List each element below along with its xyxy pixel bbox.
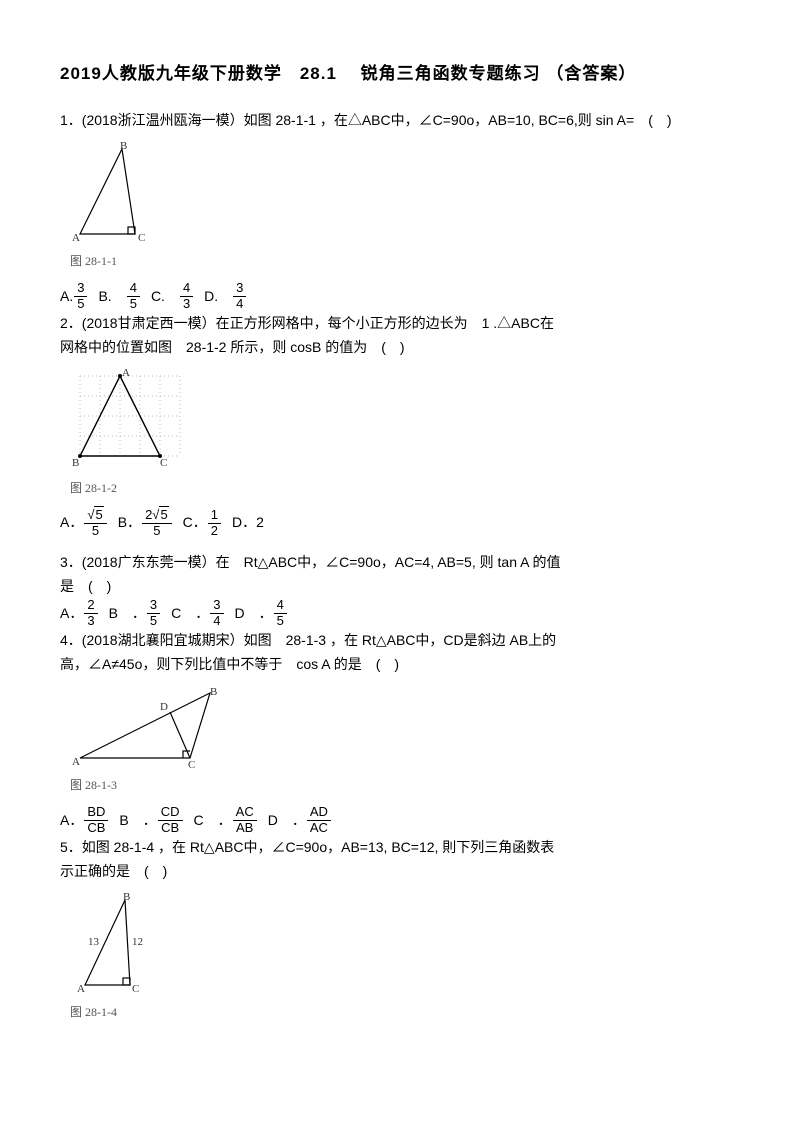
figure-28-1-3: A C B D [70,683,230,773]
svg-text:A: A [72,756,80,768]
q3-text-1: 3．(2018广东东莞一模）在 Rt△ABC中，∠C=90o，AC=4, AB=… [60,554,561,570]
question-5: 5．如图 28-1-4 ，在 Rt△ABC中，∠C=90o，AB=13, BC=… [60,836,740,884]
q2-choices: A．√55 B．2√55 C．12 D．2 [60,508,740,539]
figure-28-1-4: A C B 13 12 [70,890,170,1000]
svg-text:C: C [188,759,195,771]
q4-text-2: 高，∠A≠45o，则下列比值中不等于 cos A 的是 ( ) [60,656,399,672]
q3-text-2: 是 ( ) [60,578,111,594]
fig-caption-1: 图 28-1-1 [70,251,740,271]
svg-text:13: 13 [88,936,100,948]
question-3: 3．(2018广东东莞一模）在 Rt△ABC中，∠C=90o，AC=4, AB=… [60,551,740,599]
q5-text-1: 5．如图 28-1-4 ，在 Rt△ABC中，∠C=90o，AB=13, BC=… [60,839,554,855]
fig-caption-3: 图 28-1-3 [70,775,740,795]
fig-caption-4: 图 28-1-4 [70,1002,740,1022]
svg-text:B: B [123,891,130,903]
q4-choices: A．BDCB B ．CDCB C ．ACAB D ．ADAC [60,805,740,836]
svg-text:A: A [77,983,85,995]
question-4: 4．(2018湖北襄阳宜城期宋）如图 28-1-3 ，在 Rt△ABC中，CD是… [60,629,740,677]
svg-text:C: C [160,457,167,469]
q1-choices: A.35 B. 45 C. 43 D. 34 [60,281,740,312]
q2-text-1: 2．(2018甘肃定西一模）在正方形网格中，每个小正方形的边长为 1 .△ABC… [60,315,554,331]
svg-text:C: C [138,232,145,244]
svg-text:A: A [122,367,130,379]
q2-text-2: 网格中的位置如图 28-1-2 所示，则 cosB 的值为 ( ) [60,339,405,355]
q5-text-2: 示正确的是 ( ) [60,863,167,879]
svg-text:B: B [72,457,79,469]
question-2: 2．(2018甘肃定西一模）在正方形网格中，每个小正方形的边长为 1 .△ABC… [60,312,740,360]
page-title: 2019人教版九年级下册数学 28.1 锐角三角函数专题练习 （含答案） [60,60,740,89]
q3-choices: A．23 B ．35 C ．34 D ．45 [60,598,740,629]
figure-28-1-1: A C B [70,139,170,249]
question-1: 1．(2018浙江温州瓯海一模）如图 28-1-1 ，在△ABC中，∠C=90o… [60,109,740,133]
svg-text:12: 12 [132,936,143,948]
svg-text:D: D [160,701,168,713]
svg-text:A: A [72,232,80,244]
svg-text:C: C [132,983,139,995]
q1-text: 1．(2018浙江温州瓯海一模）如图 28-1-1 ，在△ABC中，∠C=90o… [60,112,672,128]
fig-caption-2: 图 28-1-2 [70,478,740,498]
svg-text:B: B [120,140,127,152]
figure-28-1-2: A B C [70,366,190,476]
svg-text:B: B [210,686,217,698]
q4-text-1: 4．(2018湖北襄阳宜城期宋）如图 28-1-3 ，在 Rt△ABC中，CD是… [60,632,556,648]
